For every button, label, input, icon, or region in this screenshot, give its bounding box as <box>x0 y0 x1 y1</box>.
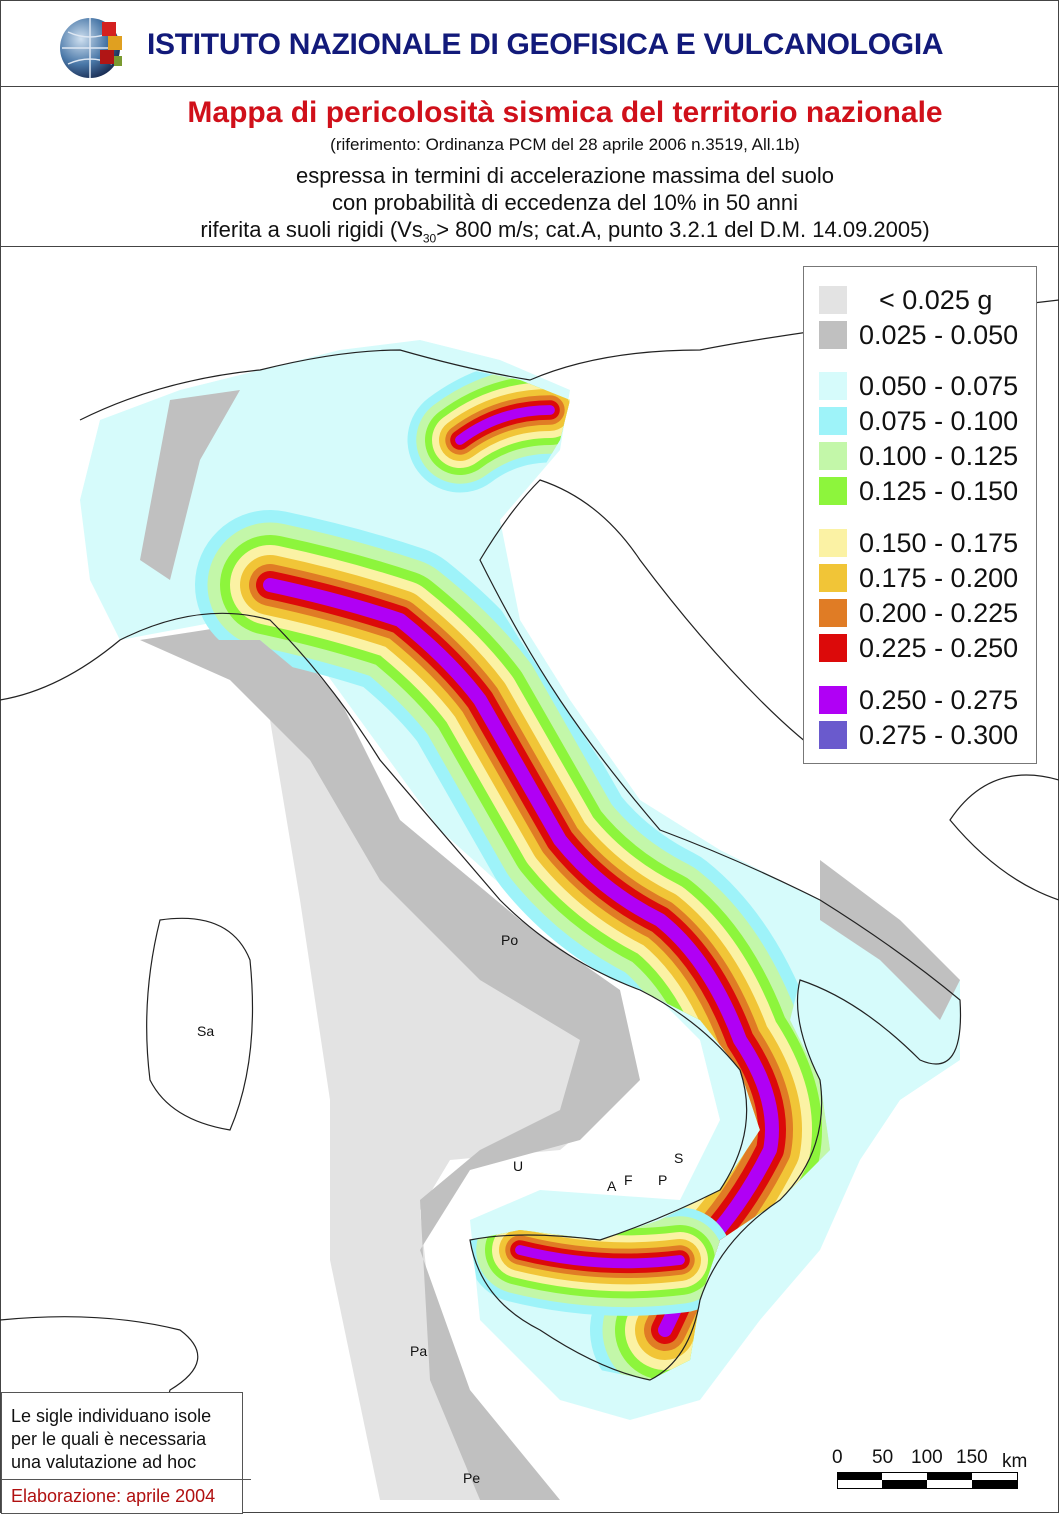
legend-item: 0.075 - 0.100 <box>819 406 1018 436</box>
legend-swatch <box>819 686 847 714</box>
legend-swatch <box>819 564 847 592</box>
legend-item: 0.200 - 0.225 <box>819 598 1018 628</box>
hazard-band-0-250-0-275 <box>515 1245 685 1269</box>
legend-item: 0.225 - 0.250 <box>819 633 1018 663</box>
legend-label: 0.125 - 0.150 <box>859 475 1019 506</box>
legend-label: < 0.025 g <box>879 284 993 315</box>
island-label-po: Po <box>501 932 518 948</box>
zone-lt-0025 <box>270 720 620 1500</box>
island-label-p: P <box>658 1172 667 1188</box>
legend-label: 0.050 - 0.075 <box>859 370 1019 401</box>
header: ISTITUTO NAZIONALE DI GEOFISICA E VULCAN… <box>0 0 1059 87</box>
elaboration-date: Elaborazione: aprile 2004 <box>2 1479 251 1507</box>
hazard-band-0-250-0-275 <box>263 578 779 1337</box>
legend-item: 0.275 - 0.300 <box>819 720 1018 750</box>
legend-item: 0.050 - 0.075 <box>819 371 1018 401</box>
legend-swatch <box>819 372 847 400</box>
legend-label: 0.075 - 0.100 <box>859 405 1019 436</box>
legend-item: 0.175 - 0.200 <box>819 563 1018 593</box>
legend-swatch <box>819 634 847 662</box>
legend: < 0.025 g 0.025 - 0.050 0.050 - 0.075 0.… <box>803 266 1037 764</box>
hazard-band-0-250-0-275 <box>455 405 555 445</box>
island-label-pa: Pa <box>410 1343 427 1359</box>
legend-swatch <box>819 407 847 435</box>
institute-name: ISTITUTO NAZIONALE DI GEOFISICA E VULCAN… <box>147 28 944 61</box>
legend-item: 0.025 - 0.050 <box>819 320 1018 350</box>
island-label-a: A <box>607 1178 617 1194</box>
scale-bar-graphic <box>837 1472 1018 1489</box>
scale-tick: 50 <box>872 1447 894 1468</box>
island-note-box: Le sigle individuano isole per le quali … <box>1 1392 251 1514</box>
legend-swatch <box>819 477 847 505</box>
zone-alps-grey <box>140 390 240 580</box>
map-title: Mappa di pericolosità sismica del territ… <box>187 96 943 129</box>
scale-unit: km <box>1002 1451 1028 1472</box>
island-label-f: F <box>624 1172 633 1188</box>
scale-tick: 0 <box>832 1447 843 1468</box>
apennine-hazard-bands <box>195 357 847 1380</box>
legend-label: 0.025 - 0.050 <box>859 319 1019 350</box>
scale-tick: 100 <box>911 1447 943 1468</box>
legend-swatch <box>819 599 847 627</box>
island-label-sa: Sa <box>197 1023 214 1039</box>
island-labels: Po Sa U A F P S Pa Pe <box>197 932 683 1486</box>
legend-label: 0.275 - 0.300 <box>859 719 1019 750</box>
subtitle-line-3-post: > 800 m/s; cat.A, punto 3.2.1 del D.M. 1… <box>436 217 930 242</box>
legend-swatch <box>819 442 847 470</box>
legend-swatch <box>819 321 847 349</box>
legend-swatch <box>819 529 847 557</box>
legend-label: 0.175 - 0.200 <box>859 562 1019 593</box>
island-label-u: U <box>513 1158 523 1174</box>
map-reference: (riferimento: Ordinanza PCM del 28 april… <box>330 135 800 154</box>
legend-label: 0.225 - 0.250 <box>859 632 1019 663</box>
island-label-pe: Pe <box>463 1470 480 1486</box>
legend-swatch <box>819 721 847 749</box>
legend-item: 0.150 - 0.175 <box>819 528 1018 558</box>
legend-item: 0.100 - 0.125 <box>819 441 1018 471</box>
title-block: Mappa di pericolosità sismica del territ… <box>0 86 1059 247</box>
hazard-map: Po Sa U A F P S Pa Pe <box>0 299 1059 1513</box>
subtitle-line-2: con probabilità di eccedenza del 10% in … <box>332 190 798 215</box>
ingv-logo-icon <box>60 18 122 78</box>
legend-label: 0.100 - 0.125 <box>859 440 1019 471</box>
zone-adriatic-grey <box>820 860 960 1020</box>
island-note-text: Le sigle individuano isole per le quali … <box>11 1406 212 1472</box>
legend-label: 0.150 - 0.175 <box>859 527 1019 558</box>
subtitle-line-3: riferita a suoli rigidi (Vs30> 800 m/s; … <box>0 217 1059 245</box>
legend-label: 0.250 - 0.275 <box>859 684 1019 715</box>
legend-item: 0.125 - 0.150 <box>819 476 1018 506</box>
scale-tick: 150 <box>956 1447 988 1468</box>
subtitle-line-3-sub: 30 <box>422 231 437 246</box>
legend-swatch <box>819 286 847 314</box>
legend-label: 0.200 - 0.225 <box>859 597 1019 628</box>
subtitle-line-1: espressa in termini di accelerazione mas… <box>295 163 835 188</box>
legend-item: 0.250 - 0.275 <box>819 685 1018 715</box>
island-label-s: S <box>674 1150 683 1166</box>
legend-item: < 0.025 g <box>819 285 992 315</box>
subtitle-line-3-pre: riferita a suoli rigidi (Vs <box>200 217 423 242</box>
